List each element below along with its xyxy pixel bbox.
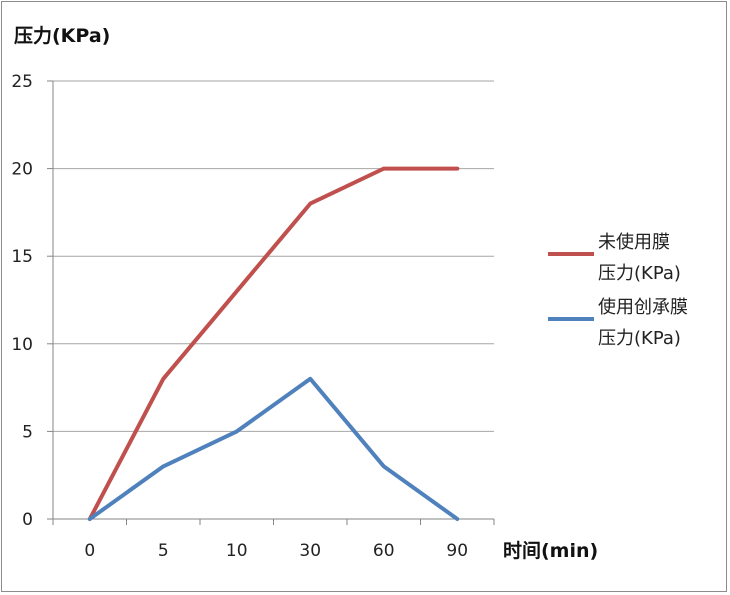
y-tick-label: 25 — [11, 72, 33, 92]
gridlines — [53, 81, 494, 431]
y-tick-label: 5 — [22, 422, 33, 442]
y-tick-label: 0 — [22, 510, 33, 530]
axes: 0 5 10 15 20 25 0 5 10 30 60 90 — [11, 72, 494, 561]
y-tick-label: 15 — [11, 247, 33, 267]
legend-label: 压力(KPa) — [598, 328, 681, 349]
legend-label: 使用创承膜 — [598, 297, 688, 318]
x-tick-label: 5 — [158, 541, 169, 561]
legend-label: 未使用膜 — [598, 232, 670, 253]
y-tick-label: 20 — [11, 160, 33, 180]
x-axis-title: 时间(min) — [503, 540, 598, 562]
y-tick-label: 10 — [11, 335, 33, 355]
y-axis-title: 压力(KPa) — [14, 24, 110, 47]
x-tick-label: 90 — [446, 541, 468, 561]
x-tick-label: 60 — [373, 541, 395, 561]
series-line-2 — [90, 379, 458, 519]
x-tick-label: 0 — [84, 541, 95, 561]
x-tick-label: 10 — [226, 541, 248, 561]
legend-label: 压力(KPa) — [598, 263, 681, 284]
x-tick-label: 30 — [299, 541, 321, 561]
